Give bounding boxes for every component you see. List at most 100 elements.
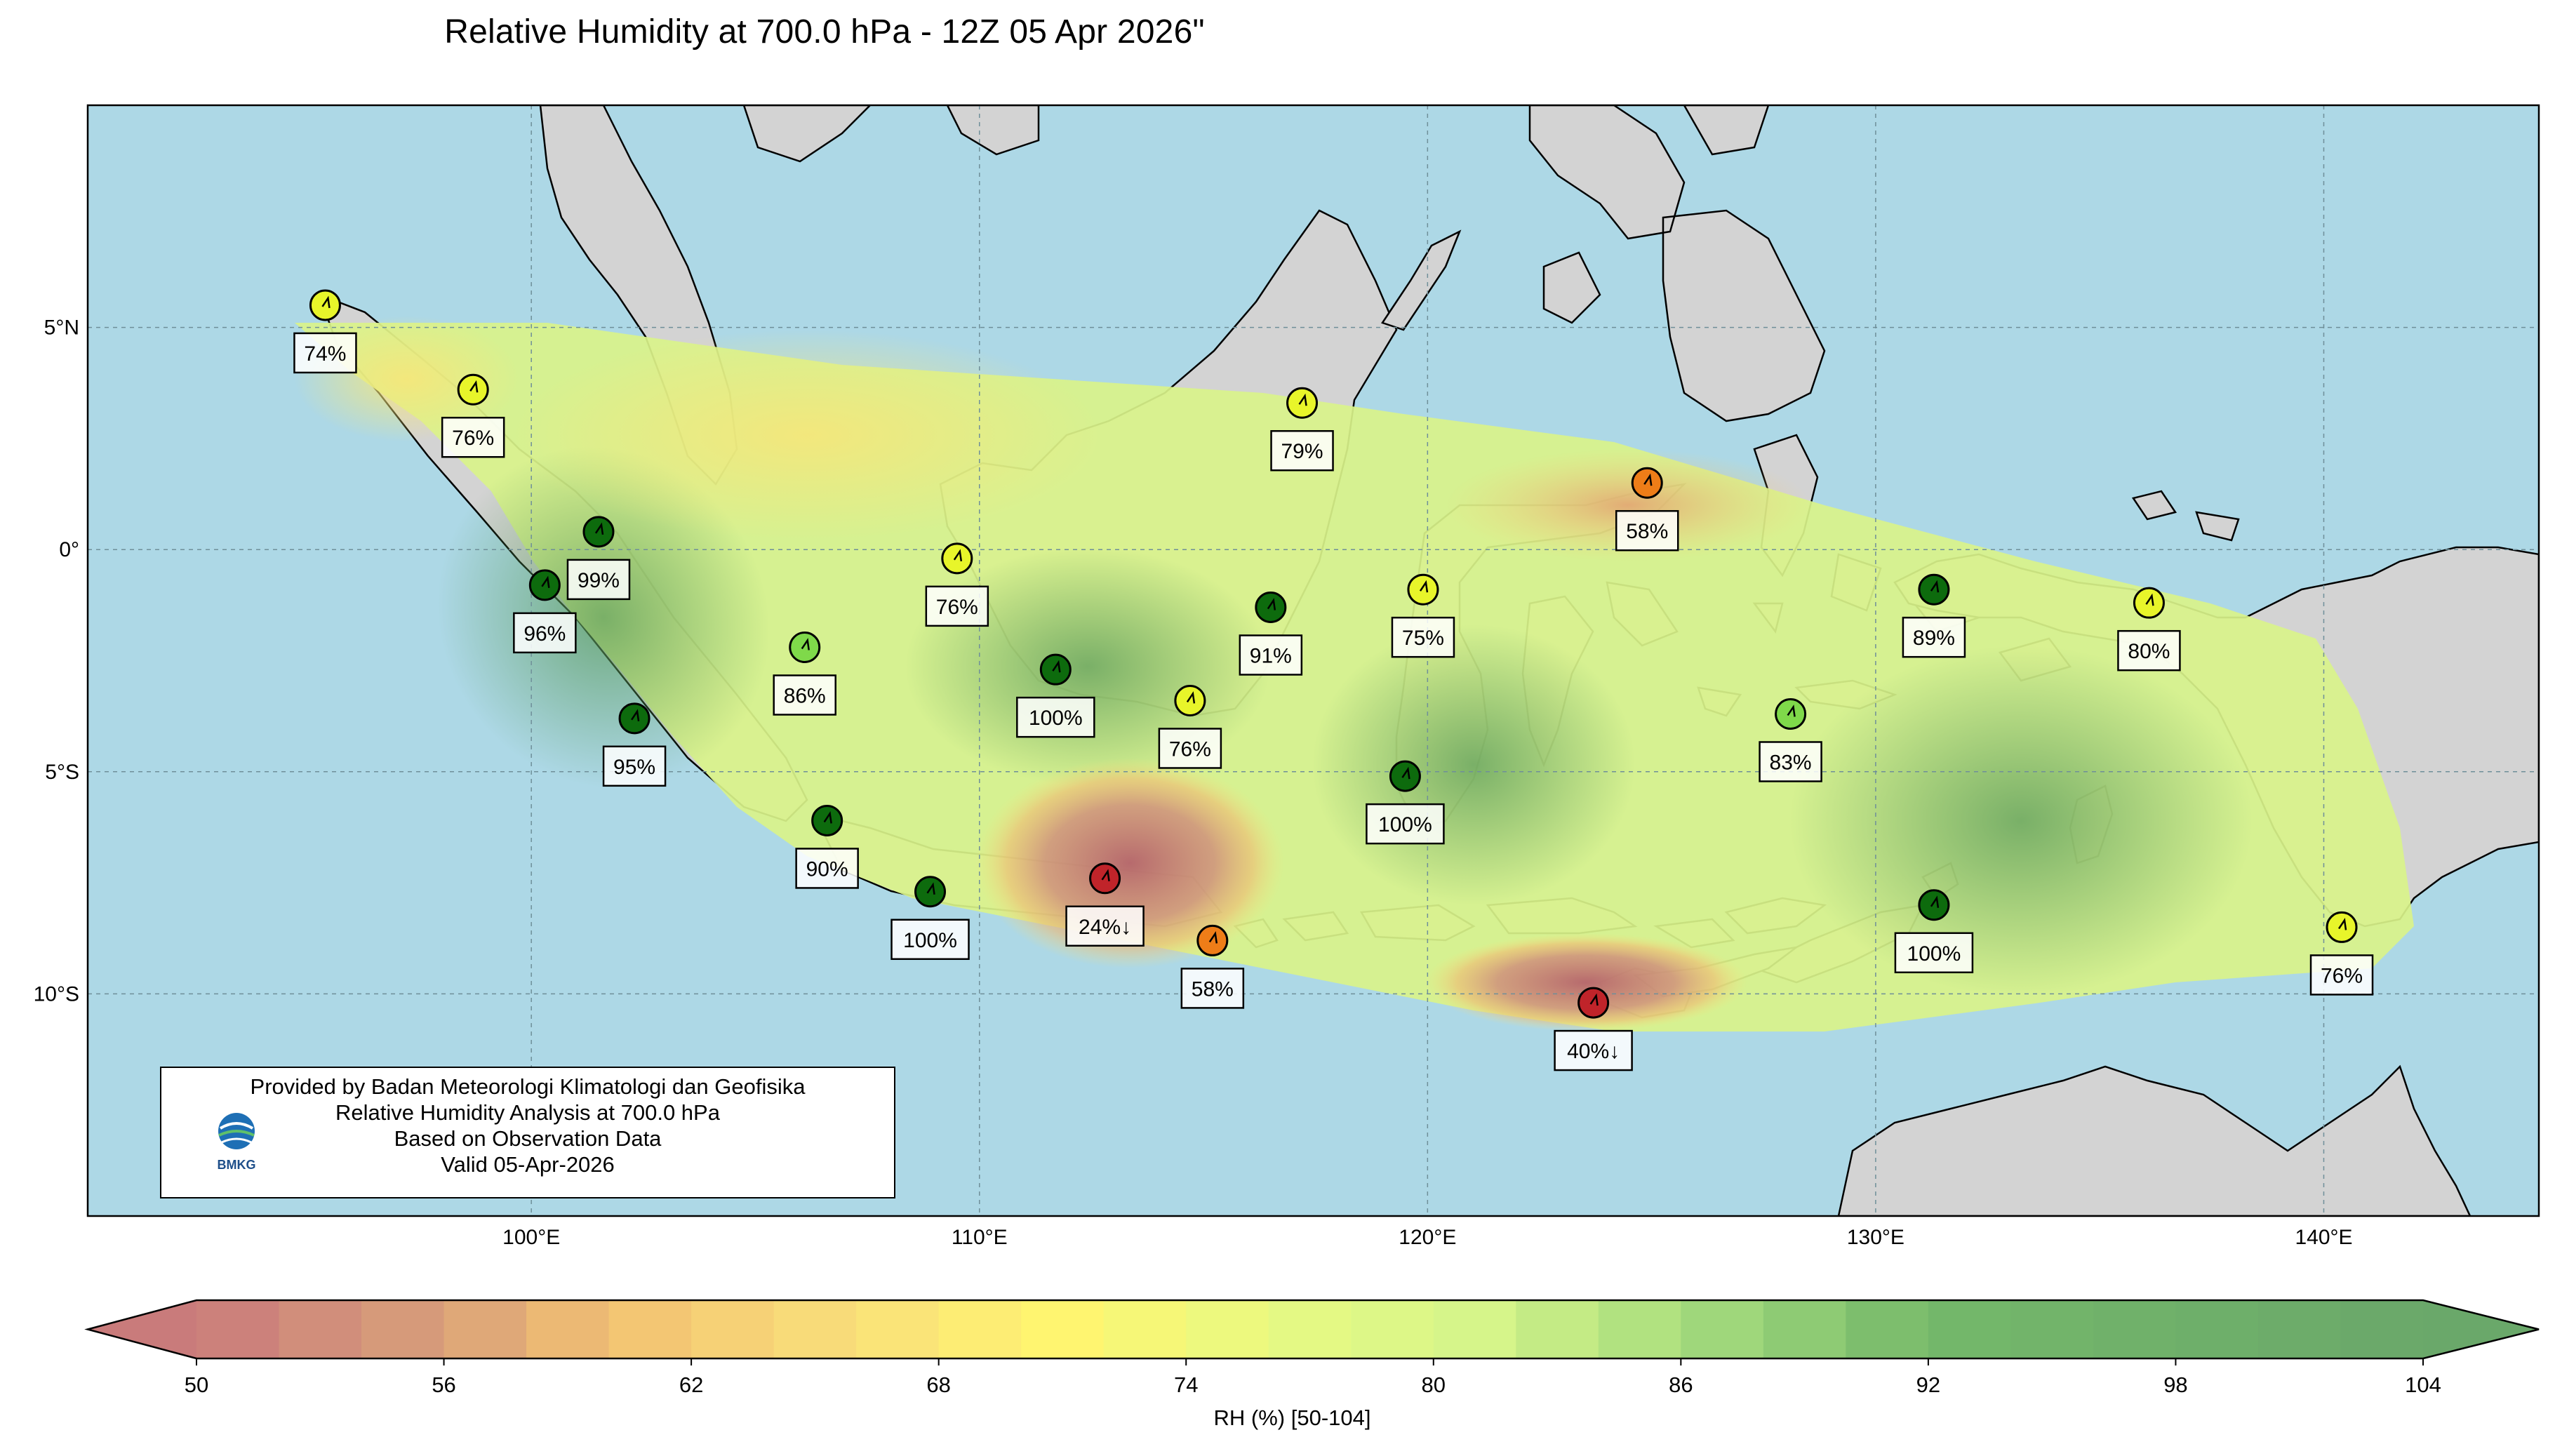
station-marker[interactable]: 76% bbox=[441, 373, 505, 458]
wind-barb-icon bbox=[1298, 393, 1307, 406]
station-rh-label: 89% bbox=[1913, 627, 1955, 650]
station-rh-label: 24%↓ bbox=[1079, 916, 1131, 939]
station-rh-label: 86% bbox=[784, 685, 826, 708]
wind-barb-icon bbox=[1643, 473, 1653, 486]
station-marker[interactable]: 40%↓ bbox=[1554, 987, 1633, 1071]
station-dot bbox=[1089, 862, 1121, 895]
colorbar-max-extension bbox=[2423, 1300, 2539, 1358]
colorbar-tick-label: 50 bbox=[185, 1372, 208, 1397]
station-marker[interactable]: 100% bbox=[1366, 760, 1445, 845]
colorbar-segment bbox=[1433, 1300, 1516, 1358]
station-marker[interactable]: 100% bbox=[1016, 653, 1095, 738]
station-dot bbox=[811, 804, 843, 836]
station-dot bbox=[528, 569, 561, 601]
colorbar-segment bbox=[2010, 1300, 2094, 1358]
station-label-box bbox=[602, 745, 667, 787]
credit-line-valid: Valid 05-Apr-2026 bbox=[441, 1152, 615, 1177]
colorbar-segment bbox=[1516, 1300, 1599, 1358]
rh-blob-banda-green bbox=[1789, 646, 2253, 996]
station-marker[interactable]: 76% bbox=[925, 542, 989, 627]
wind-barb-icon bbox=[1101, 869, 1110, 881]
station-marker[interactable]: 76% bbox=[1158, 684, 1222, 769]
station-label-box bbox=[795, 848, 859, 889]
station-rh-label: 58% bbox=[1192, 977, 1234, 1001]
station-rh-label: 76% bbox=[936, 596, 978, 619]
station-label-box bbox=[1759, 741, 1822, 782]
station-label-box bbox=[1902, 616, 1966, 658]
wind-barb-icon bbox=[1401, 766, 1410, 780]
station-marker[interactable]: 79% bbox=[1270, 387, 1334, 472]
wind-barb-icon bbox=[1930, 895, 1940, 908]
station-marker[interactable]: 76% bbox=[2309, 911, 2374, 996]
station-rh-label: 100% bbox=[1029, 707, 1083, 730]
station-marker[interactable]: 90% bbox=[795, 804, 859, 889]
wind-barb-icon bbox=[1589, 993, 1599, 1006]
station-dot bbox=[1039, 653, 1072, 686]
station-marker[interactable]: 58% bbox=[1615, 467, 1679, 552]
station-dot bbox=[2326, 911, 2358, 943]
station-marker[interactable]: 96% bbox=[513, 569, 577, 654]
bmkg-logo: BMKG bbox=[212, 1111, 261, 1175]
station-marker[interactable]: 89% bbox=[1902, 573, 1966, 658]
colorbar-segment bbox=[1763, 1300, 1846, 1358]
station-dot bbox=[789, 632, 821, 664]
wind-barb-icon bbox=[1787, 704, 1796, 717]
wind-barb-icon bbox=[469, 380, 479, 393]
wind-barb-icon bbox=[1052, 660, 1061, 673]
lon-tick-label: 100°E bbox=[502, 1226, 560, 1249]
station-rh-label: 90% bbox=[806, 857, 848, 881]
wind-barb-icon bbox=[801, 638, 810, 650]
colorbar-segment bbox=[1021, 1300, 1105, 1358]
station-marker[interactable]: 100% bbox=[890, 876, 970, 961]
station-dot bbox=[1174, 684, 1206, 716]
station-label-box bbox=[1180, 968, 1245, 1009]
station-marker[interactable]: 99% bbox=[566, 516, 631, 601]
colorbar-tick-label: 104 bbox=[2405, 1372, 2441, 1397]
colorbar-segment bbox=[196, 1300, 280, 1358]
wind-barb-icon bbox=[2337, 918, 2347, 930]
wind-barb-icon bbox=[631, 709, 640, 721]
station-marker[interactable]: 80% bbox=[2117, 587, 2181, 672]
colorbar-segment bbox=[1351, 1300, 1434, 1358]
colorbar-tick-label: 80 bbox=[1422, 1372, 1446, 1397]
station-marker[interactable]: 83% bbox=[1759, 697, 1822, 782]
lat-tick-label: 10°S bbox=[34, 982, 79, 1006]
rh-blob-borneo-green bbox=[905, 547, 1270, 786]
station-label-box bbox=[513, 612, 577, 654]
station-marker[interactable]: 86% bbox=[773, 632, 836, 716]
rh-blob-sulawesi-north-dry bbox=[1446, 449, 1810, 561]
station-label-box bbox=[925, 585, 989, 627]
colorbar-tick-label: 98 bbox=[2163, 1372, 2187, 1397]
station-label-box bbox=[1366, 803, 1445, 845]
colorbar-label: RH (%) [50-104] bbox=[1214, 1405, 1371, 1430]
station-marker[interactable]: 95% bbox=[602, 702, 667, 787]
station-dot bbox=[1577, 987, 1610, 1019]
lon-tick-label: 110°E bbox=[952, 1226, 1008, 1249]
rh-blob-timor-dry bbox=[1425, 933, 1747, 1031]
colorbar-tick-label: 74 bbox=[1174, 1372, 1198, 1397]
station-dot bbox=[914, 876, 947, 908]
station-dot bbox=[457, 373, 489, 406]
map-title: Relative Humidity at 700.0 hPa - 12Z 05 … bbox=[444, 13, 1205, 51]
colorbar-segment bbox=[2340, 1300, 2424, 1358]
colorbar-segment bbox=[361, 1300, 445, 1358]
rh-blob-sulawesi-green bbox=[1312, 625, 1635, 905]
colorbar-segment bbox=[691, 1300, 775, 1358]
wind-barb-icon bbox=[1267, 598, 1276, 610]
station-dot bbox=[1255, 592, 1287, 624]
lat-tick-label: 5°N bbox=[44, 316, 79, 340]
station-label-box bbox=[2309, 954, 2374, 996]
station-marker[interactable]: 75% bbox=[1391, 573, 1455, 658]
colorbar-segment bbox=[526, 1300, 610, 1358]
credit-line-provider: Provided by Badan Meteorologi Klimatolog… bbox=[250, 1074, 806, 1099]
station-marker[interactable]: 24%↓ bbox=[1065, 862, 1145, 947]
colorbar-segment bbox=[2093, 1300, 2176, 1358]
station-rh-label: 75% bbox=[1402, 627, 1444, 650]
station-label-box bbox=[1270, 429, 1334, 472]
station-label-box bbox=[1615, 509, 1679, 552]
station-marker[interactable]: 91% bbox=[1239, 592, 1303, 676]
station-marker[interactable]: 100% bbox=[1894, 889, 1974, 974]
station-marker[interactable]: 58% bbox=[1180, 924, 1245, 1009]
station-marker[interactable]: 74% bbox=[293, 289, 357, 374]
